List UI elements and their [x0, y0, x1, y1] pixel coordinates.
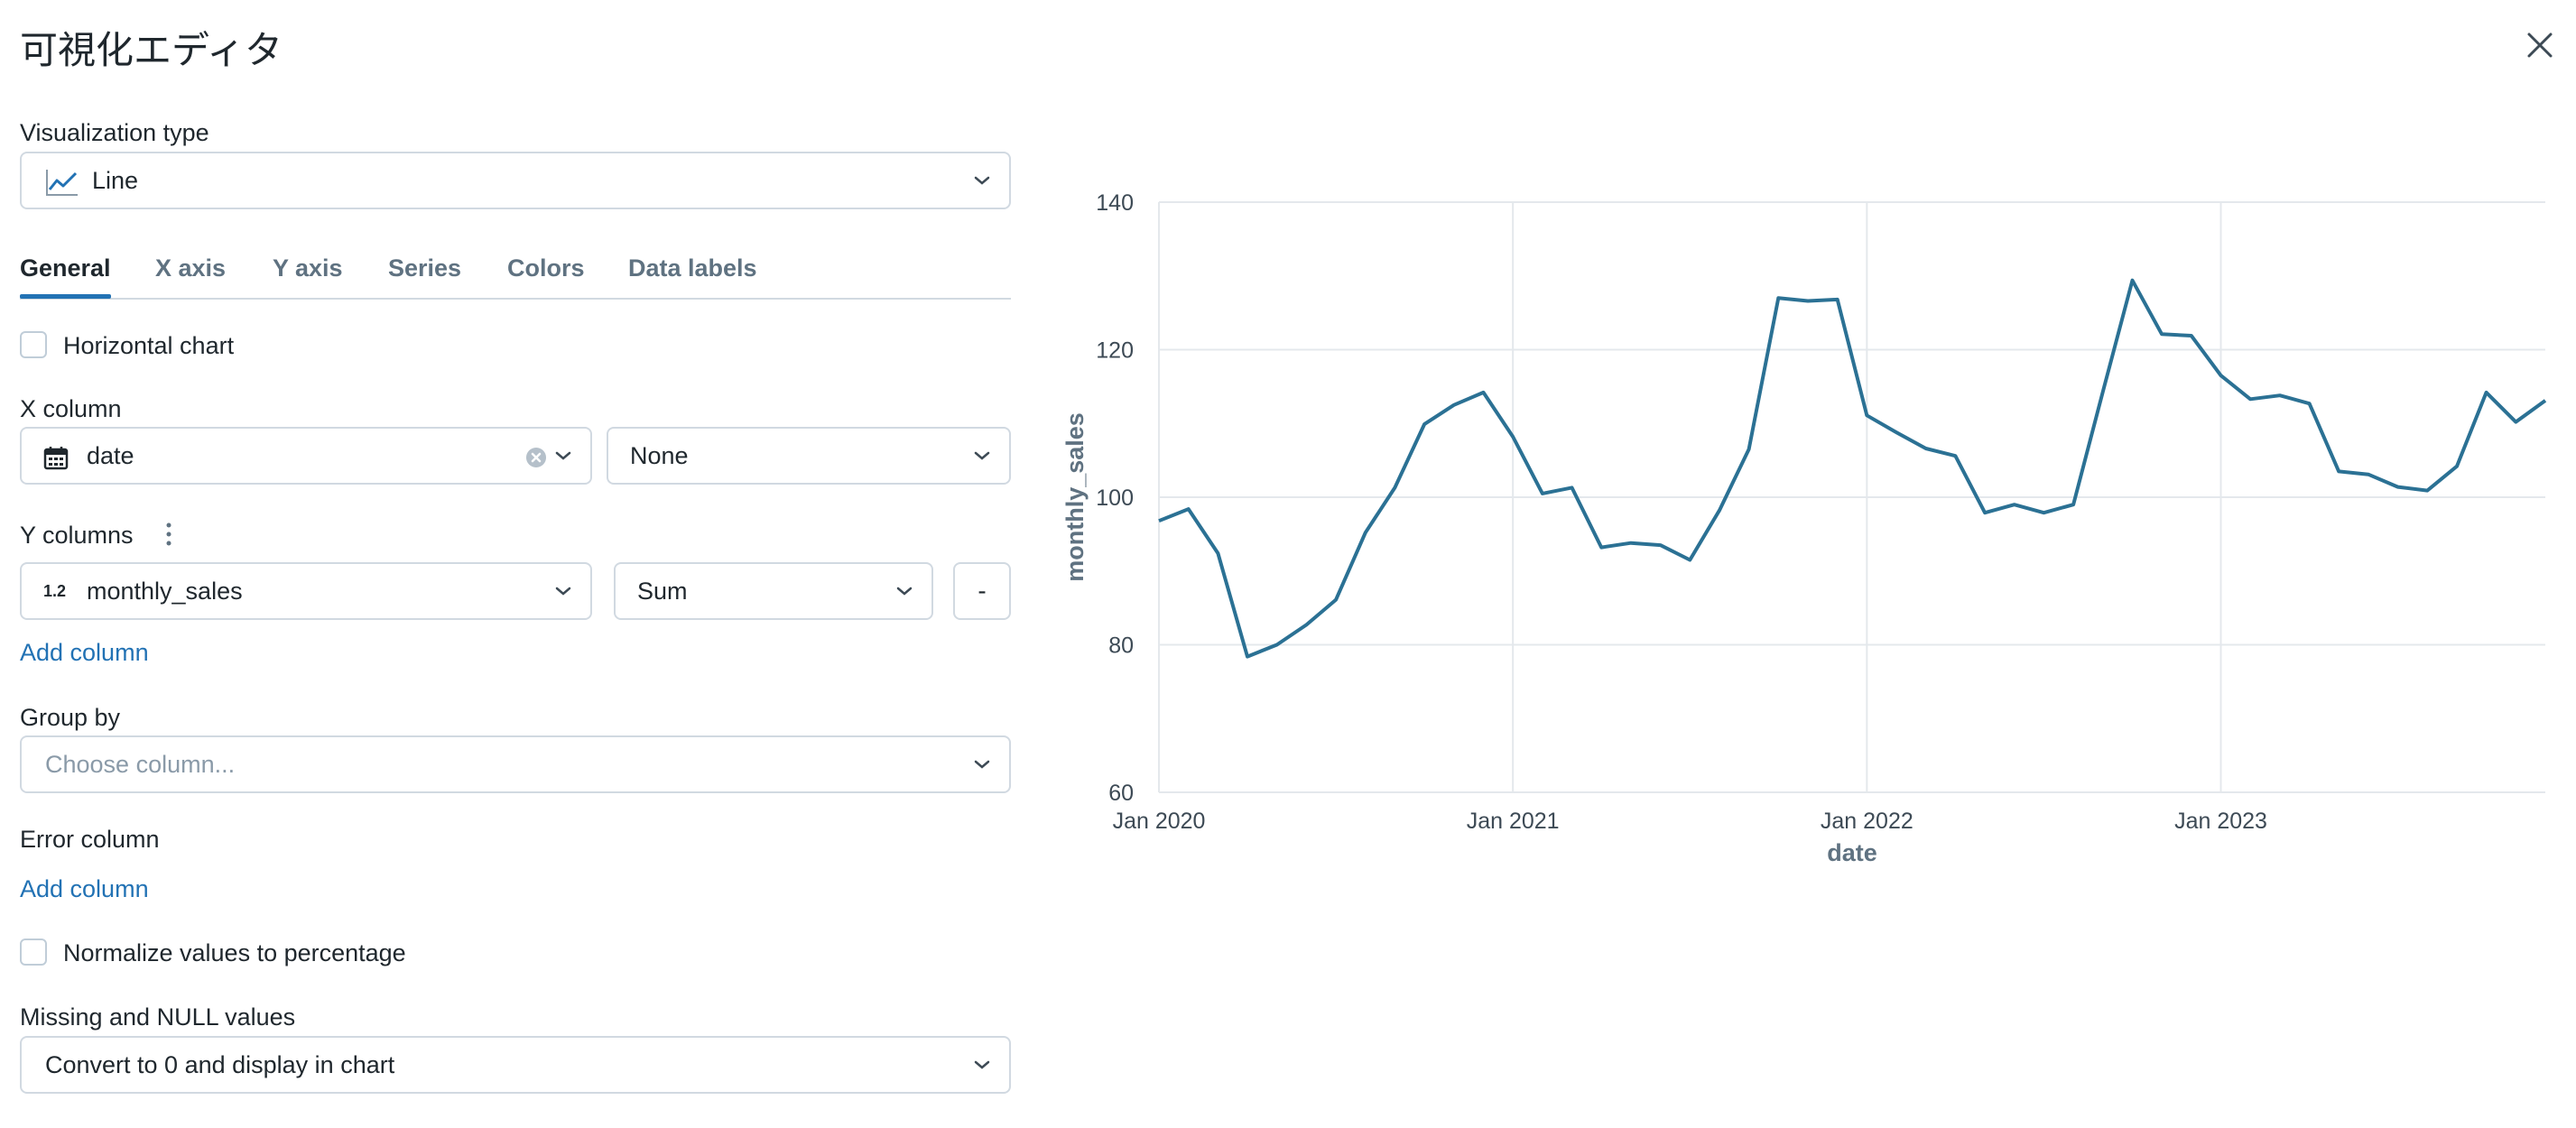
y-column-value: monthly_sales — [87, 577, 243, 605]
x-tick-label: Jan 2022 — [1821, 809, 1913, 834]
normalize-checkbox[interactable] — [20, 938, 47, 966]
chevron-down-icon — [555, 451, 571, 460]
y-axis-label: monthly_sales — [1061, 412, 1089, 582]
editor-tabs: General X axis Y axis Series Colors Data… — [20, 251, 1011, 300]
missing-values-select[interactable]: Convert to 0 and display in chart — [20, 1036, 1011, 1094]
series-line — [1158, 278, 2547, 659]
y-tick-label: 120 — [1096, 338, 1134, 364]
tab-colors[interactable]: Colors — [507, 254, 585, 282]
tab-series[interactable]: Series — [388, 254, 462, 282]
y-aggregation-select[interactable]: Sum — [614, 562, 933, 620]
y-aggregation-value: Sum — [637, 577, 688, 605]
x-tick-label: Jan 2023 — [2174, 809, 2267, 834]
chevron-down-icon — [974, 1060, 990, 1069]
kebab-icon[interactable] — [164, 521, 173, 548]
x-axis-label: date — [1827, 839, 1877, 866]
tab-data-labels[interactable]: Data labels — [628, 254, 757, 282]
active-tab-indicator — [20, 294, 111, 299]
chevron-down-icon — [974, 176, 990, 185]
x-column-value: date — [87, 441, 134, 469]
x-transform-value: None — [630, 441, 689, 469]
tab-general[interactable]: General — [20, 254, 111, 282]
error-column-label: Error column — [20, 826, 160, 853]
viz-type-select[interactable]: Line — [20, 152, 1011, 209]
viz-type-value: Line — [92, 166, 139, 194]
missing-values-value: Convert to 0 and display in chart — [45, 1050, 395, 1078]
y-tick-label: 100 — [1096, 485, 1134, 511]
line-chart-icon — [46, 170, 78, 196]
tab-y-axis[interactable]: Y axis — [273, 254, 343, 282]
group-by-label: Group by — [20, 704, 121, 731]
x-column-label: X column — [20, 395, 122, 422]
numeric-type-icon: 1.2 — [43, 581, 67, 600]
x-tick-label: Jan 2020 — [1113, 809, 1206, 834]
horizontal-chart-label: Horizontal chart — [63, 332, 235, 359]
missing-values-label: Missing and NULL values — [20, 1003, 296, 1031]
y-tick-label: 80 — [1108, 633, 1134, 659]
x-transform-select[interactable]: None — [607, 427, 1011, 485]
x-column-select[interactable]: date — [20, 427, 592, 485]
add-error-column-link[interactable]: Add column — [20, 875, 149, 902]
y-tick-label: 140 — [1096, 190, 1134, 216]
chevron-down-icon — [974, 451, 990, 460]
page-title: 可視化エディタ — [20, 28, 283, 72]
normalize-label: Normalize values to percentage — [63, 939, 406, 966]
close-icon — [2527, 32, 2553, 58]
y-column-select[interactable]: 1.2 monthly_sales — [20, 562, 592, 620]
add-y-column-link[interactable]: Add column — [20, 639, 149, 666]
y-columns-label: Y columns — [20, 522, 134, 549]
calendar-icon — [43, 447, 69, 470]
x-tick-label: Jan 2021 — [1467, 809, 1560, 834]
clear-circle-icon[interactable] — [525, 447, 547, 468]
tab-x-axis[interactable]: X axis — [155, 254, 227, 282]
viz-type-label: Visualization type — [20, 119, 209, 146]
group-by-placeholder: Choose column... — [45, 750, 236, 778]
chevron-down-icon — [974, 760, 990, 769]
group-by-select[interactable]: Choose column... — [20, 735, 1011, 793]
remove-y-column-button[interactable]: - — [953, 562, 1011, 620]
chevron-down-icon — [896, 587, 913, 596]
horizontal-chart-checkbox[interactable] — [20, 331, 47, 358]
close-button[interactable] — [2520, 25, 2560, 65]
y-tick-label: 60 — [1108, 781, 1134, 806]
line-chart: 60 80 100 120 140 Jan 2020 Jan 2021 Jan 2022 Jan… — [1061, 190, 2547, 866]
chevron-down-icon — [555, 587, 571, 596]
